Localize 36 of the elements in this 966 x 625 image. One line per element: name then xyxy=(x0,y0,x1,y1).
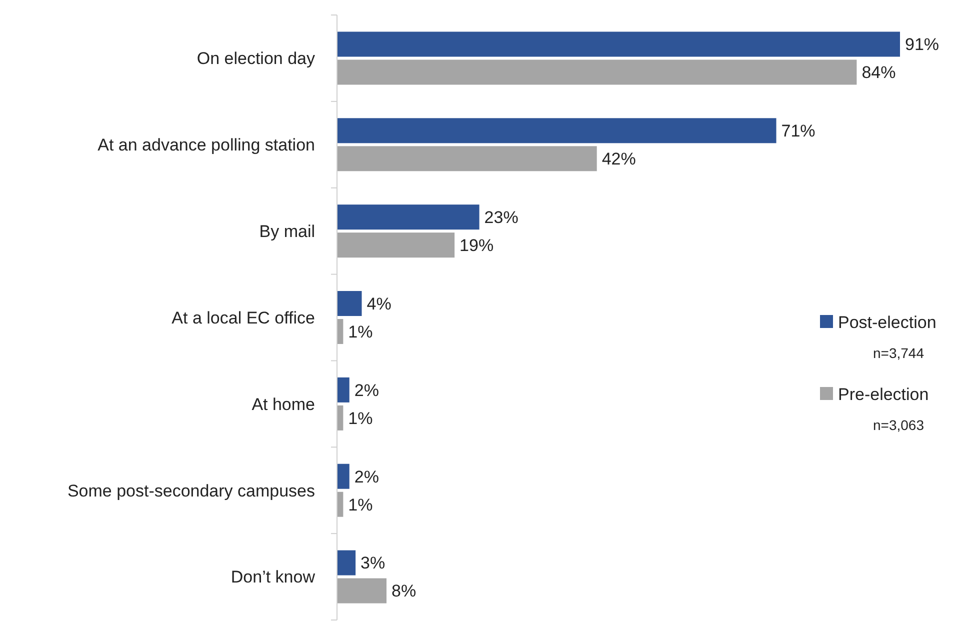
bar xyxy=(337,291,362,316)
legend-label: Post-election xyxy=(838,312,936,332)
bar xyxy=(337,118,776,144)
y-tick-label: On election day xyxy=(196,49,316,68)
data-label: 1% xyxy=(348,322,373,342)
annotation: n=3,744 xyxy=(873,344,924,361)
data-label: 23% xyxy=(484,208,518,228)
y-tick-label: By mail xyxy=(259,222,315,242)
bar xyxy=(337,464,350,489)
y-tick-label: At a local EC office xyxy=(172,308,315,328)
bar xyxy=(337,578,386,604)
data-label: 8% xyxy=(391,582,416,601)
bar xyxy=(337,60,857,85)
data-label: 71% xyxy=(781,122,816,141)
data-label: 42% xyxy=(602,150,636,169)
data-label: 91% xyxy=(905,35,940,54)
bar xyxy=(337,377,350,402)
data-label: 1% xyxy=(348,408,373,428)
bar xyxy=(337,146,597,172)
data-label: 2% xyxy=(354,467,379,486)
bar xyxy=(337,32,900,57)
y-tick-label: At an advance polling station xyxy=(98,136,315,155)
bar xyxy=(337,204,480,230)
data-label: 2% xyxy=(354,380,379,400)
y-tick-label: At home xyxy=(252,394,315,414)
annotation: n=3,063 xyxy=(873,416,924,433)
data-label: 19% xyxy=(460,236,494,256)
legend-label: Pre-election xyxy=(838,384,929,404)
bar xyxy=(337,232,455,258)
data-label: 84% xyxy=(862,63,896,82)
data-label: 1% xyxy=(348,495,373,514)
data-label: 4% xyxy=(366,294,392,314)
y-tick-label: Don’t know xyxy=(230,568,316,587)
data-label: 3% xyxy=(360,554,386,573)
y-tick-label: Some post-secondary campuses xyxy=(67,481,315,500)
bar xyxy=(337,550,356,576)
